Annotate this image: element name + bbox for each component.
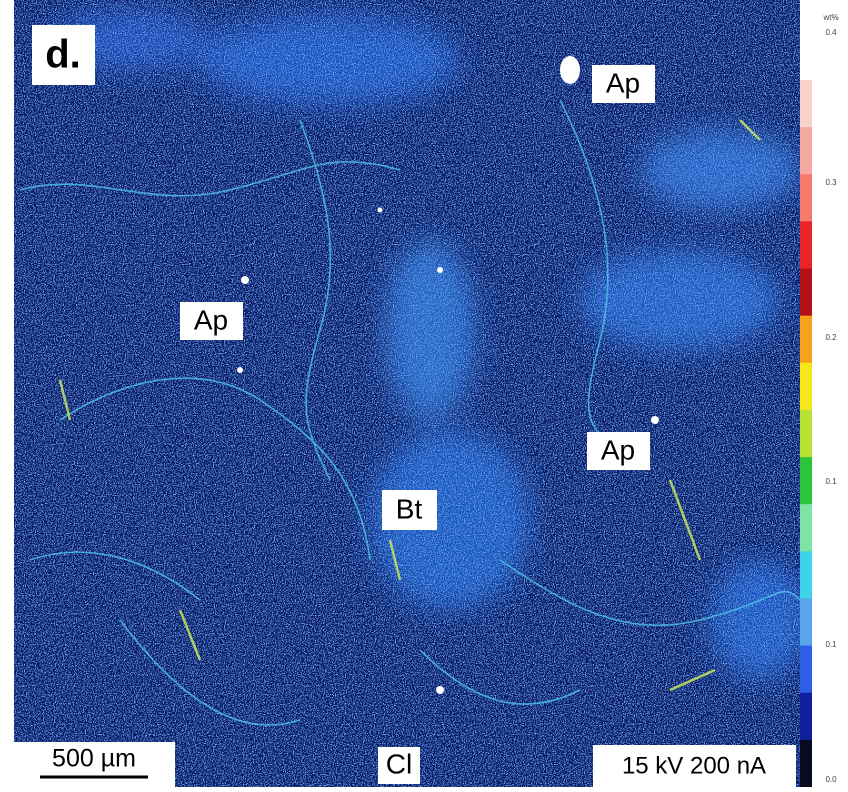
colorbar-segment: [800, 457, 812, 505]
colorbar-segment: [800, 221, 812, 269]
colorbar-segment: [800, 646, 812, 694]
mineral-label: Bt: [396, 493, 423, 524]
colorbar-unit: wt%: [822, 13, 838, 22]
colorbar: [800, 80, 812, 787]
mineral-label: Ap: [601, 434, 635, 465]
colorbar-tick-label: 0.1: [825, 477, 837, 486]
colorbar-segment: [800, 551, 812, 599]
colorbar-segment: [800, 316, 812, 364]
conditions-label: 15 kV 200 nA: [622, 752, 766, 779]
colorbar-tick-label: 0.0: [825, 775, 837, 784]
panel-label: d.: [45, 33, 81, 77]
colorbar-tick-label: 0.3: [825, 178, 837, 187]
colorbar-segment: [800, 504, 812, 552]
map-speckle: [14, 0, 800, 787]
colorbar-segment: [800, 127, 812, 175]
mineral-label: Ap: [606, 67, 640, 98]
mineral-label: Ap: [194, 304, 228, 335]
element-map: [14, 0, 810, 787]
colorbar-tick-label: 0.1: [825, 640, 837, 649]
scale-bar-label: 500 µm: [52, 745, 136, 773]
colorbar-segment: [800, 693, 812, 741]
colorbar-segment: [800, 269, 812, 317]
colorbar-segment: [800, 363, 812, 411]
page: d. Ap Ap Ap Bt Cl 500 µm 15 kV 200 nA wt…: [0, 0, 848, 787]
colorbar-segment: [800, 598, 812, 646]
colorbar-segment: [800, 410, 812, 458]
colorbar-tick-label: 0.2: [825, 333, 837, 342]
colorbar-segment: [800, 174, 812, 222]
colorbar-tick-label: 0.4: [825, 28, 837, 37]
colorbar-segment: [800, 740, 812, 787]
colorbar-segment: [800, 80, 812, 128]
figure: d. Ap Ap Ap Bt Cl 500 µm 15 kV 200 nA wt…: [0, 0, 848, 787]
element-label: Cl: [386, 748, 412, 779]
